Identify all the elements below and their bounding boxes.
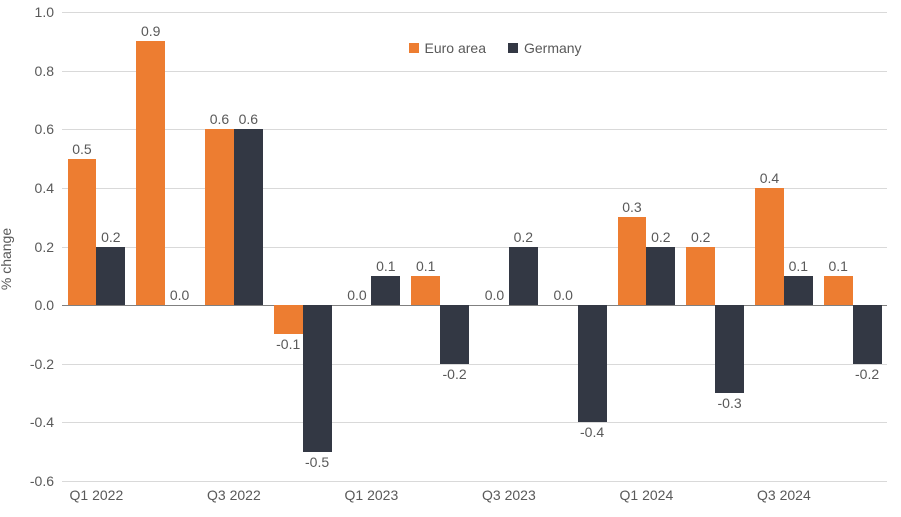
bar [411,276,440,305]
data-label: -0.2 [855,366,879,382]
bar [205,129,234,305]
y-axis-label: % change [0,227,14,289]
data-label: -0.4 [580,424,604,440]
data-label: 0.2 [691,229,710,245]
bar [303,305,332,452]
data-label: -0.5 [305,454,329,470]
data-label: 0.4 [760,170,779,186]
legend-swatch [409,43,419,53]
data-label: 0.2 [514,229,533,245]
data-label: 0.9 [141,23,160,39]
data-label: 0.5 [72,141,91,157]
bar [784,276,813,305]
bar [68,159,97,306]
data-label: -0.3 [718,395,742,411]
gridline [62,12,887,13]
data-label: 0.0 [553,287,572,303]
x-tick-label: Q3 2023 [482,481,536,503]
data-label: 0.1 [828,258,847,274]
bar [686,247,715,306]
data-label: 0.6 [210,111,229,127]
bar [646,247,675,306]
data-label: 0.1 [416,258,435,274]
data-label: -0.1 [276,336,300,352]
bar [274,305,303,334]
bar [715,305,744,393]
y-tick-label: 0.8 [35,63,62,79]
data-label: 0.2 [651,229,670,245]
y-tick-label: 0.4 [35,180,62,196]
bar [755,188,784,305]
data-label: 0.2 [101,229,120,245]
data-label: 0.3 [622,199,641,215]
y-tick-label: -0.4 [30,414,62,430]
y-tick-label: 1.0 [35,4,62,20]
bar [618,217,647,305]
x-tick-label: Q1 2023 [345,481,399,503]
legend-label: Euro area [425,40,486,56]
data-label: 0.0 [485,287,504,303]
y-tick-label: 0.2 [35,239,62,255]
bar [578,305,607,422]
data-label: 0.1 [789,258,808,274]
gridline [62,364,887,365]
gridline [62,71,887,72]
legend-item: Germany [508,40,582,56]
gridline [62,129,887,130]
zero-line [62,305,887,306]
bar [371,276,400,305]
bar [509,247,538,306]
plot-area: -0.6-0.4-0.20.00.20.40.60.81.00.50.2Q1 2… [62,12,887,481]
legend: Euro area Germany [409,40,582,56]
bar [96,247,125,306]
y-tick-label: 0.0 [35,297,62,313]
x-tick-label: Q1 2022 [70,481,124,503]
gridline [62,422,887,423]
gdp-change-chart: % change -0.6 -0.4 -0.2 0.0 0.2 0.4 0.6 0.8 1.0 0… [0,0,901,517]
x-tick-label: Q3 2024 [757,481,811,503]
bar [853,305,882,364]
bar [440,305,469,364]
data-label: 0.6 [239,111,258,127]
legend-swatch [508,43,518,53]
data-label: 0.0 [347,287,366,303]
bar [234,129,263,305]
x-tick-label: Q3 2022 [207,481,261,503]
x-tick-label: Q1 2024 [620,481,674,503]
data-label: 0.1 [376,258,395,274]
data-label: 0.0 [170,287,189,303]
y-tick-label: 0.6 [35,121,62,137]
y-tick-label: -0.6 [30,473,62,489]
legend-label: Germany [524,40,582,56]
y-tick-label: -0.2 [30,356,62,372]
bar [136,41,165,305]
legend-item: Euro area [409,40,486,56]
bar [824,276,853,305]
data-label: -0.2 [443,366,467,382]
